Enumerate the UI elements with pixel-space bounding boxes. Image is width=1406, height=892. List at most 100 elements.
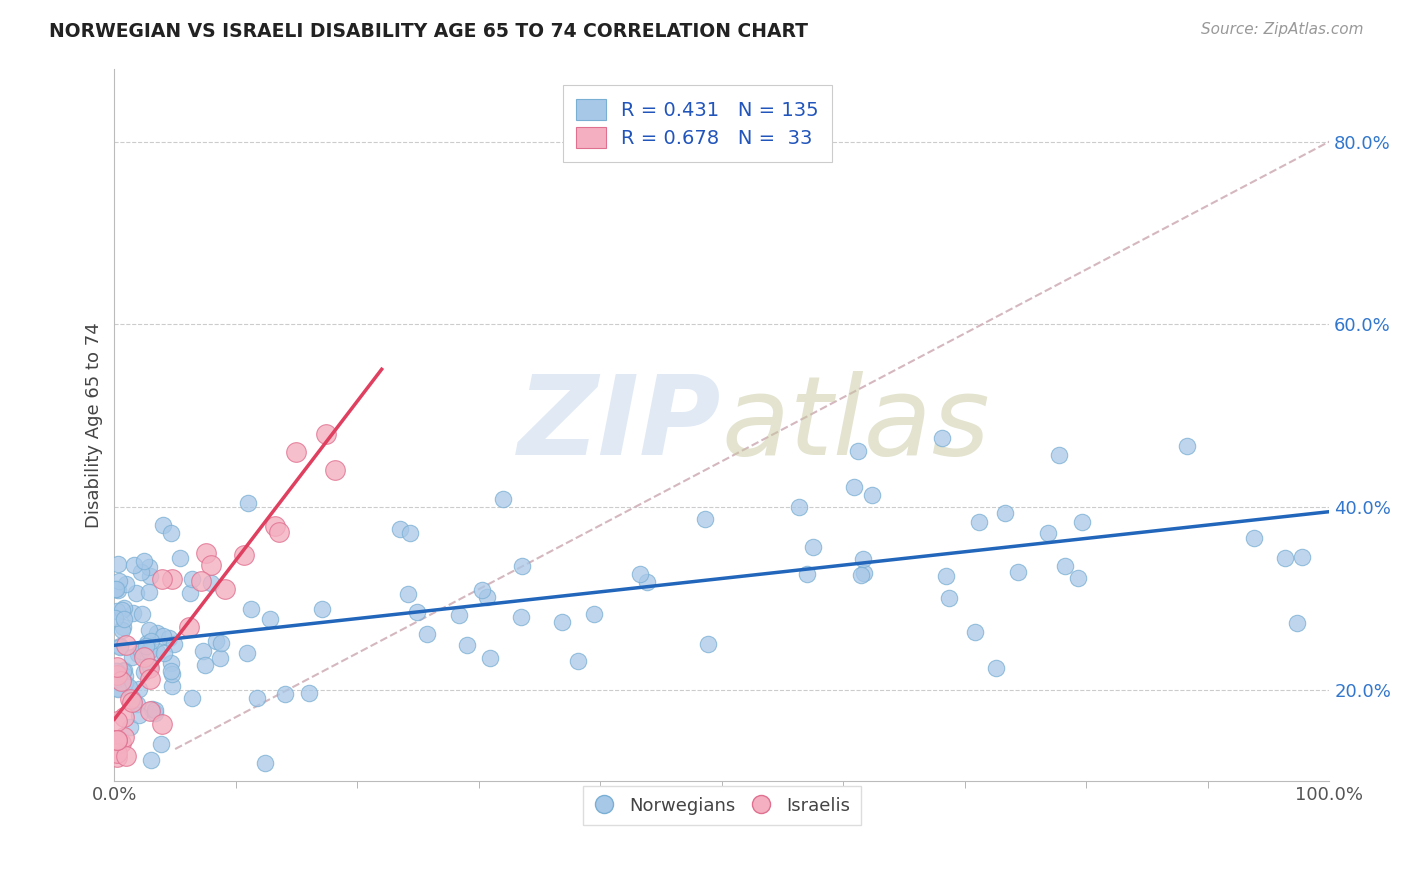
Point: [107, 714, 129, 728]
Point: [131, 607, 153, 621]
Point: [150, 737, 173, 751]
Point: [181, 690, 204, 705]
Point: [120, 720, 142, 734]
Point: [128, 707, 150, 722]
Point: [984, 661, 1007, 675]
Point: [139, 568, 162, 582]
Point: [146, 644, 169, 658]
Point: [105, 660, 128, 674]
Point: [177, 620, 200, 634]
Point: [284, 445, 307, 459]
Point: [105, 732, 128, 747]
Point: [160, 664, 183, 678]
Point: [105, 732, 128, 747]
Point: [122, 558, 145, 572]
Point: [853, 566, 876, 580]
Point: [159, 525, 181, 540]
Point: [1175, 438, 1198, 452]
Point: [110, 673, 132, 688]
Point: [209, 651, 232, 665]
Point: [105, 604, 128, 618]
Point: [396, 587, 419, 601]
Point: [152, 517, 174, 532]
Point: [115, 577, 138, 591]
Point: [160, 656, 183, 670]
Point: [121, 650, 143, 665]
Point: [239, 602, 262, 616]
Point: [139, 633, 162, 648]
Point: [135, 639, 157, 653]
Point: [138, 585, 160, 599]
Point: [107, 675, 129, 690]
Point: [162, 679, 184, 693]
Point: [456, 638, 478, 652]
Text: NORWEGIAN VS ISRAELI DISABILITY AGE 65 TO 74 CORRELATION CHART: NORWEGIAN VS ISRAELI DISABILITY AGE 65 T…: [49, 22, 808, 41]
Point: [1047, 448, 1070, 462]
Point: [103, 611, 125, 625]
Point: [112, 730, 135, 744]
Point: [1007, 565, 1029, 579]
Point: [118, 681, 141, 695]
Point: [107, 583, 129, 598]
Point: [136, 635, 159, 649]
Point: [138, 644, 160, 658]
Point: [860, 488, 883, 502]
Point: [630, 567, 652, 582]
Point: [323, 463, 346, 477]
Point: [157, 632, 180, 646]
Point: [298, 686, 321, 700]
Point: [141, 702, 163, 716]
Point: [169, 551, 191, 566]
Point: [311, 602, 333, 616]
Point: [110, 736, 132, 750]
Point: [105, 746, 128, 760]
Point: [179, 586, 201, 600]
Point: [138, 560, 160, 574]
Point: [111, 623, 134, 637]
Point: [107, 558, 129, 572]
Point: [447, 607, 470, 622]
Point: [105, 665, 128, 679]
Point: [471, 582, 494, 597]
Point: [1067, 571, 1090, 585]
Point: [108, 640, 131, 654]
Point: [110, 667, 132, 681]
Point: [787, 500, 810, 514]
Point: [112, 710, 135, 724]
Point: [134, 665, 156, 680]
Text: ZIP: ZIP: [519, 371, 721, 478]
Point: [163, 637, 186, 651]
Point: [551, 615, 574, 629]
Point: [235, 646, 257, 660]
Point: [143, 703, 166, 717]
Point: [193, 643, 215, 657]
Point: [146, 626, 169, 640]
Point: [115, 638, 138, 652]
Point: [105, 749, 128, 764]
Point: [1291, 549, 1313, 564]
Point: [129, 565, 152, 579]
Point: [150, 716, 173, 731]
Point: [181, 572, 204, 586]
Point: [205, 634, 228, 648]
Point: [138, 623, 160, 637]
Point: [399, 526, 422, 541]
Point: [112, 600, 135, 615]
Point: [132, 649, 155, 664]
Point: [112, 664, 135, 678]
Point: [125, 698, 148, 712]
Point: [492, 491, 515, 506]
Point: [200, 575, 222, 590]
Point: [114, 663, 136, 677]
Point: [1243, 531, 1265, 545]
Point: [1053, 558, 1076, 573]
Text: Source: ZipAtlas.com: Source: ZipAtlas.com: [1201, 22, 1364, 37]
Point: [115, 749, 138, 764]
Point: [1274, 550, 1296, 565]
Point: [104, 664, 127, 678]
Point: [128, 682, 150, 697]
Point: [127, 648, 149, 662]
Point: [1036, 526, 1059, 541]
Point: [264, 518, 287, 533]
Point: [105, 672, 128, 686]
